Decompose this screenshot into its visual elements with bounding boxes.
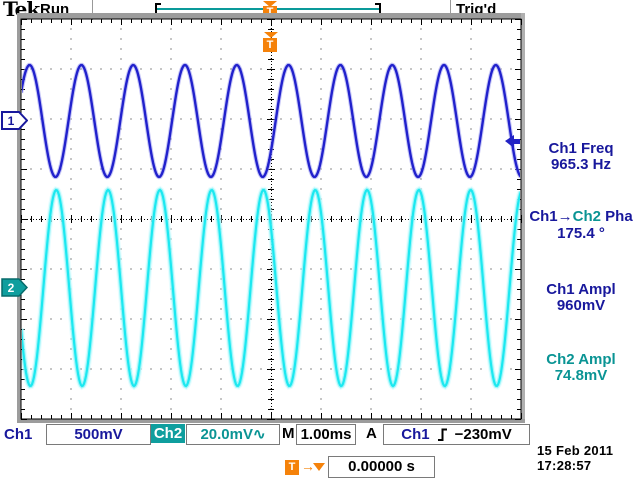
ch2-scale-label: Ch2 <box>151 424 185 443</box>
ch2-scale-value: 20.0mV∿ <box>186 424 280 445</box>
delay-arrow-icon: → <box>301 458 315 474</box>
delay-marker[interactable]: T <box>285 460 299 475</box>
time-display: 17:28:57 <box>537 458 592 473</box>
ch2-waveform <box>22 188 520 388</box>
trigger-source: Ch1 <box>401 426 430 443</box>
phase-label: Ch1→Ch2 Pha <box>524 209 638 225</box>
timebase-label: M <box>282 425 295 442</box>
ch1-ampl-label: Ch1 Ampl <box>546 281 616 298</box>
trigger-readout: Ch1 −230mV <box>383 424 530 445</box>
trigger-level-arrow[interactable] <box>505 135 520 148</box>
phase-label-arrow-icon: → <box>557 208 573 225</box>
ch2-marker-label: 2 <box>8 281 15 295</box>
ch2-ampl-label: Ch2 Ampl <box>546 351 616 368</box>
ch1-freq-value: 965.3 Hz <box>550 156 612 173</box>
trigger-level: −230mV <box>454 426 512 443</box>
ch2-marker-shape <box>1 278 28 297</box>
trigger-position-arrow-graticule-icon[interactable] <box>264 32 278 38</box>
timebase-value: 1.00ms <box>296 424 356 445</box>
graticule-frame-bottom <box>17 419 525 423</box>
ch1-ground-marker[interactable]: 1 <box>1 111 28 130</box>
phase-label-suffix: Pha <box>601 208 633 225</box>
date-display: 15 Feb 2011 <box>537 443 614 458</box>
ch1-marker-shape <box>1 111 28 130</box>
delay-value: 0.00000 s <box>328 456 435 478</box>
trigger-position-arrow-icon[interactable] <box>263 1 277 7</box>
ch1-waveform <box>22 63 520 179</box>
trigger-section-label: A <box>366 425 377 442</box>
ch1-scale-label: Ch1 <box>4 426 33 443</box>
ch1-marker-label: 1 <box>8 114 15 128</box>
graticule-frame-right <box>521 13 525 423</box>
phase-value: 175.4 ° <box>557 225 605 242</box>
ch1-freq-label: Ch1 Freq <box>548 140 614 157</box>
graticule-frame-top <box>17 13 525 19</box>
phase-label-ch2: Ch2 <box>572 208 601 225</box>
header-divider-left <box>92 0 93 20</box>
waveform-traces <box>22 62 520 391</box>
header-divider-right <box>450 0 451 20</box>
rising-edge-icon <box>437 428 447 441</box>
phase-label-ch1: Ch1 <box>529 208 558 225</box>
ch2-ground-marker[interactable]: 2 <box>1 278 28 297</box>
ch2-ampl-value: 74.8mV <box>554 367 608 384</box>
trigger-position-marker-graticule[interactable]: T <box>263 38 277 52</box>
ch1-ampl-value: 960mV <box>556 297 606 314</box>
graticule-frame-left <box>17 13 21 423</box>
ch1-scale-value: 500mV <box>46 424 151 445</box>
delay-down-arrow-icon <box>313 463 325 471</box>
